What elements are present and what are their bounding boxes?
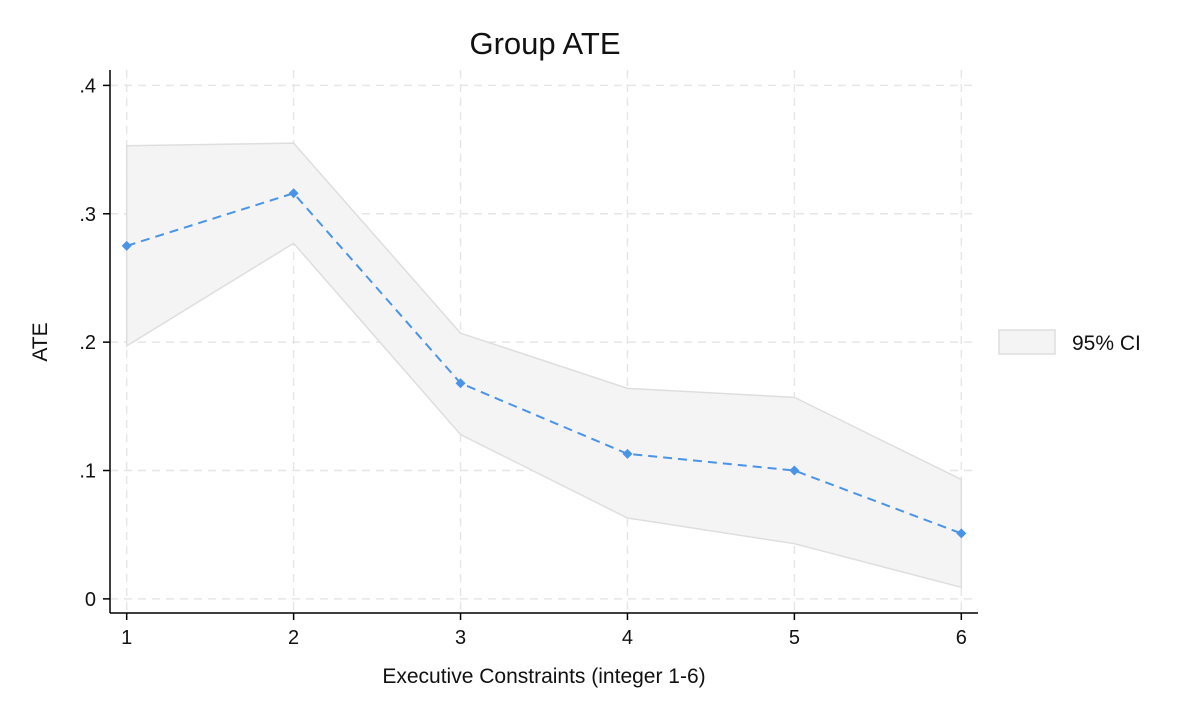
data-point-3: [455, 378, 466, 389]
data-point-2: [288, 188, 299, 199]
legend-swatch-95-ci: [998, 329, 1056, 355]
y-tick-label-3: .3: [79, 204, 96, 226]
x-axis-title: Executive Constraints (integer 1-6): [382, 665, 705, 688]
x-tick-label-5: 6: [956, 627, 967, 649]
y-tick-label-4: .4: [79, 75, 96, 97]
data-point-1: [121, 240, 132, 251]
series-layer: [121, 188, 967, 539]
x-tick-label-0: 1: [121, 627, 132, 649]
data-point-6: [956, 528, 967, 539]
y-axis-title: ATE: [29, 322, 52, 361]
data-point-5: [789, 465, 800, 476]
ci-band: [125, 142, 963, 589]
x-tick-label-3: 4: [622, 627, 633, 649]
chart-title: Group ATE: [469, 26, 620, 61]
legend-label-95-ci: 95% CI: [1072, 332, 1141, 355]
x-tick-label-4: 5: [789, 627, 800, 649]
x-tick-label-2: 3: [455, 627, 466, 649]
y-tick-label-0: 0: [85, 589, 96, 611]
y-tick-label-1: .1: [79, 461, 96, 483]
ci-band-layer: [125, 142, 963, 589]
axes: [103, 70, 978, 620]
x-tick-label-1: 2: [288, 627, 299, 649]
y-tick-label-2: .2: [79, 332, 96, 354]
legend: 95% CI: [998, 329, 1141, 355]
series-line-0: [126, 192, 962, 535]
tick-labels: 0 .1 .2 .3 .4 1 2 3 4 5 6: [79, 75, 967, 649]
data-point-4: [622, 448, 633, 459]
